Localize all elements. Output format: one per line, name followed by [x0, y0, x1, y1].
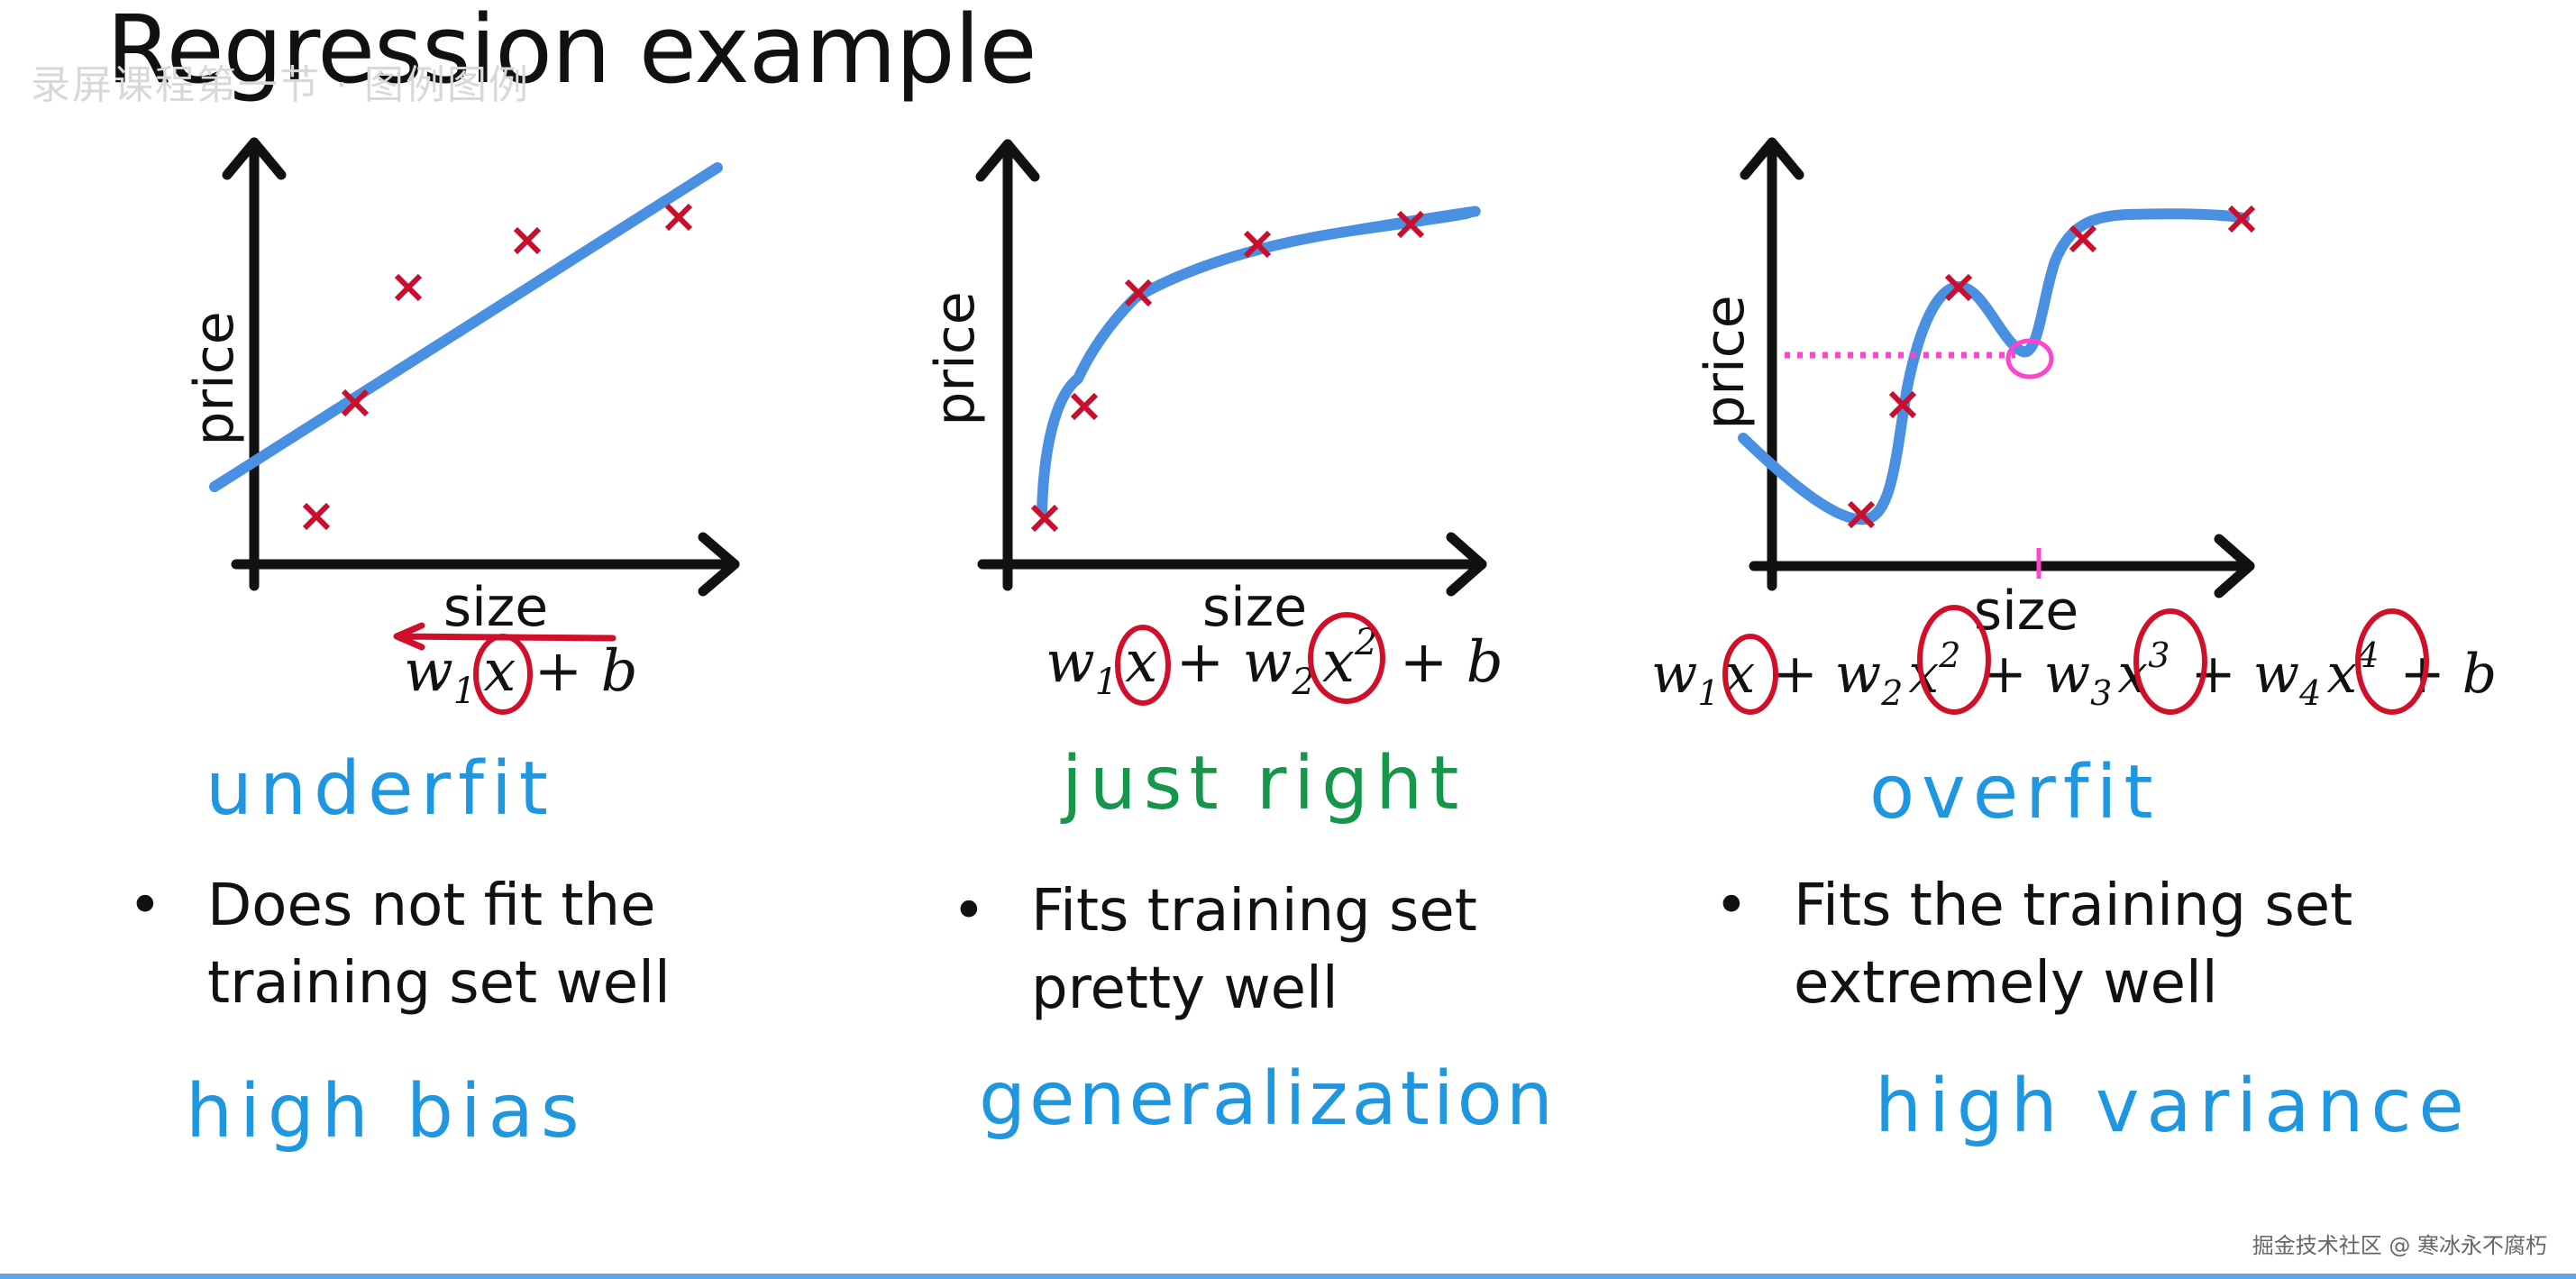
data-points — [1030, 210, 1425, 533]
fit-curve-quartic — [1738, 208, 2250, 525]
data-point — [302, 502, 331, 531]
x-axis-label: size — [1974, 580, 2078, 643]
watermark: 掘金技术社区 @ 寒冰永不腐朽 — [2252, 1233, 2547, 1258]
bullet-just-right: • Fits training set pretty well — [952, 872, 1477, 1028]
y-axis-arrow — [222, 137, 287, 180]
tag-generalization: generalization — [979, 1056, 1557, 1142]
x-axis-arrow — [698, 532, 740, 597]
circle-annotation — [1917, 605, 1991, 715]
y-axis-label: price — [183, 311, 246, 445]
label-just-right: just right — [1062, 741, 1466, 827]
y-axis-arrow — [1740, 137, 1804, 180]
data-point — [1243, 230, 1272, 259]
tag-high-variance: high variance — [1875, 1064, 2471, 1149]
data-point — [1030, 504, 1059, 533]
data-point — [1396, 210, 1425, 239]
formula: w1 x + w2 x2 + b — [1046, 622, 1503, 703]
x-axis-label: size — [443, 576, 548, 639]
data-point — [394, 273, 423, 302]
data-point — [2227, 205, 2256, 233]
x-axis-arrow — [2214, 534, 2255, 598]
bullet-dot: • — [952, 878, 986, 945]
panel-just-right: price size w1 x + w2 x2 + b — [924, 139, 1503, 706]
y-axis-arrow — [975, 139, 1040, 182]
circle-annotation — [1722, 634, 1778, 715]
data-point — [1847, 500, 1876, 529]
bottom-bar — [0, 1274, 2576, 1279]
data-point — [1944, 273, 1973, 302]
axes — [975, 139, 1487, 597]
fit-line-linear — [209, 162, 723, 492]
data-point — [2069, 224, 2097, 253]
bullet-underfit: • Does not fit the training set well — [128, 867, 671, 1022]
axes — [1740, 137, 2255, 598]
x-axis-arrow — [1446, 532, 1487, 597]
slide-title: Regression example — [106, 0, 1037, 105]
pink-circle-annotation — [2005, 338, 2054, 379]
circle-annotation — [2133, 608, 2207, 715]
panel-underfit: price size w1 x + b — [183, 137, 740, 715]
circle-annotation — [2355, 608, 2429, 715]
data-point — [1070, 392, 1099, 421]
formula: w1 x + b — [404, 638, 638, 712]
bullet-overfit: • Fits the training set extremely well — [1714, 867, 2352, 1022]
data-point — [1124, 279, 1153, 307]
data-point — [341, 388, 370, 417]
data-point — [513, 226, 542, 255]
circle-annotation — [473, 634, 533, 715]
y-axis-label: price — [1694, 295, 1757, 429]
y-axis-label: price — [924, 291, 987, 425]
data-points — [302, 203, 693, 531]
circle-annotation — [1115, 625, 1171, 706]
data-points — [1847, 205, 2256, 529]
panel-overfit: price size w1 x + w2 x2 + w3 x3 + w4 x4 + b — [1651, 137, 2497, 715]
axes — [222, 137, 740, 597]
bullet-dot: • — [1714, 872, 1749, 939]
circle-annotation — [1308, 612, 1385, 704]
tag-high-bias: high bias — [186, 1069, 587, 1155]
faded-header-text: 录屏课程第一节 · 图例图例 — [31, 62, 530, 108]
data-point — [1888, 390, 1917, 419]
fit-curve-quadratic — [1037, 206, 1481, 516]
bullet-dot: • — [128, 872, 162, 939]
label-underfit: underfit — [206, 746, 555, 832]
x-axis-label: size — [1202, 576, 1307, 639]
label-overfit: overfit — [1869, 750, 2160, 836]
data-point — [664, 203, 693, 232]
